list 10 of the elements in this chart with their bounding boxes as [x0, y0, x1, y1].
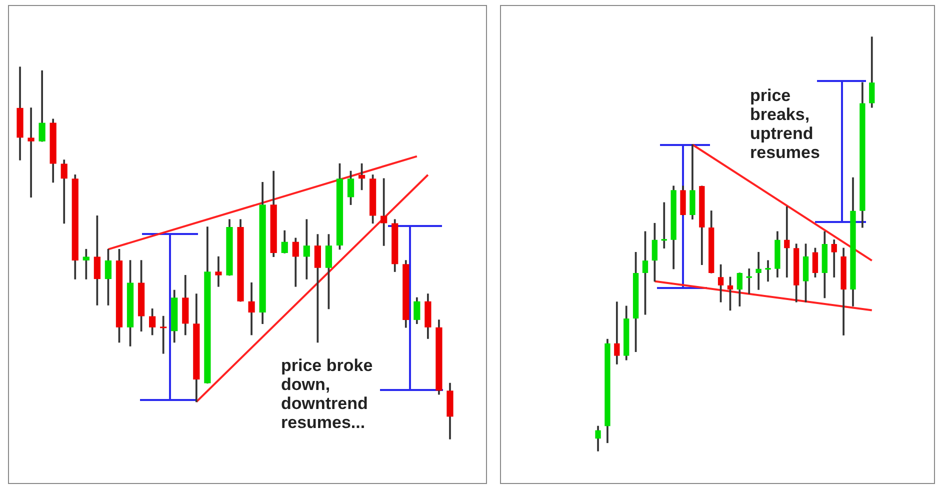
candlestick — [756, 252, 762, 290]
annotation: price breaks, uptrend resumes — [750, 86, 821, 162]
candlestick — [160, 316, 167, 354]
candlestick — [765, 260, 771, 282]
candlestick — [82, 248, 90, 280]
candlestick — [784, 206, 790, 278]
candlestick — [380, 178, 388, 246]
candlestick — [215, 256, 222, 287]
annotation: price broke down, downtrend resumes... — [281, 356, 374, 432]
candlestick — [28, 108, 34, 198]
